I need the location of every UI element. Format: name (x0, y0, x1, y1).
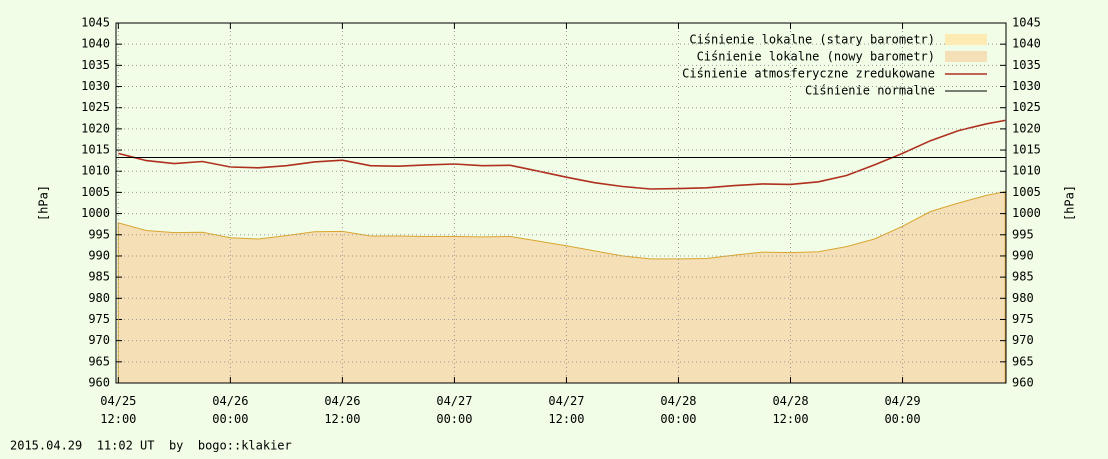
y2-tick-label: 980 (1012, 291, 1034, 305)
legend-swatch (945, 51, 987, 62)
x-tick-label: 04/27 12:00 (548, 394, 584, 426)
y-tick-label: 1040 (81, 37, 110, 51)
y-tick-label: 985 (88, 270, 110, 284)
y-tick-label: 1035 (81, 58, 110, 72)
y2-tick-label: 1010 (1012, 164, 1041, 178)
y2-tick-label: 990 (1012, 248, 1034, 262)
y2-tick-label: 970 (1012, 333, 1034, 347)
y-tick-label: 965 (88, 354, 110, 368)
x-tick-label: 04/28 00:00 (660, 394, 696, 426)
y2-tick-label: 1000 (1012, 206, 1041, 220)
y-tick-label: 995 (88, 227, 110, 241)
area (117, 190, 1006, 384)
y-tick-label: 1045 (81, 16, 110, 30)
y2-tick-label: 1025 (1012, 100, 1041, 114)
y-tick-label: 1020 (81, 121, 110, 135)
x-tick-label: 04/29 00:00 (884, 394, 920, 426)
y-tick-label: 975 (88, 312, 110, 326)
y2-tick-label: 1035 (1012, 58, 1041, 72)
y2-tick-label: 1045 (1012, 16, 1041, 30)
legend-label: Ciśnienie lokalne (stary barometr) (689, 33, 935, 47)
y-tick-label: 1010 (81, 164, 110, 178)
y2-tick-label: 1030 (1012, 79, 1041, 93)
y2-tick-label: 985 (1012, 270, 1034, 284)
legend-label: Ciśnienie atmosferyczne zredukowane (682, 67, 935, 81)
legend-label: Ciśnienie normalne (805, 84, 935, 98)
footer: 2015.04.29 11:02 UT by bogo::klakier (10, 439, 292, 453)
y2-tick-label: 1020 (1012, 121, 1041, 135)
line (118, 119, 1006, 190)
x-tick-label: 04/26 12:00 (324, 394, 360, 426)
y2-tick-label: 1040 (1012, 37, 1041, 51)
y2-tick-label: 960 (1012, 376, 1034, 390)
x-tick-label: 04/26 00:00 (212, 394, 248, 426)
y2-tick-label: 1005 (1012, 185, 1041, 199)
y2-tick-label: 995 (1012, 227, 1034, 241)
y-axis-label: [hPa] (37, 185, 51, 221)
y2-tick-label: 965 (1012, 354, 1034, 368)
x-tick-label: 04/27 00:00 (436, 394, 472, 426)
x-tick-label: 04/28 12:00 (772, 394, 808, 426)
y2-tick-label: 975 (1012, 312, 1034, 326)
y2-axis-label: [hPa] (1063, 185, 1077, 221)
y-tick-label: 1005 (81, 185, 110, 199)
y-tick-label: 1015 (81, 143, 110, 157)
y-tick-label: 1030 (81, 79, 110, 93)
y-tick-label: 1000 (81, 206, 110, 220)
legend-label: Ciśnienie lokalne (nowy barometr) (697, 50, 935, 64)
x-tick-label: 04/25 12:00 (100, 394, 136, 426)
legend-swatch (945, 34, 987, 45)
y-tick-label: 1025 (81, 100, 110, 114)
y-tick-label: 970 (88, 333, 110, 347)
y2-tick-label: 1015 (1012, 143, 1041, 157)
y-tick-label: 980 (88, 291, 110, 305)
y-tick-label: 990 (88, 248, 110, 262)
plot-frame (115, 22, 1007, 384)
y-tick-label: 960 (88, 376, 110, 390)
